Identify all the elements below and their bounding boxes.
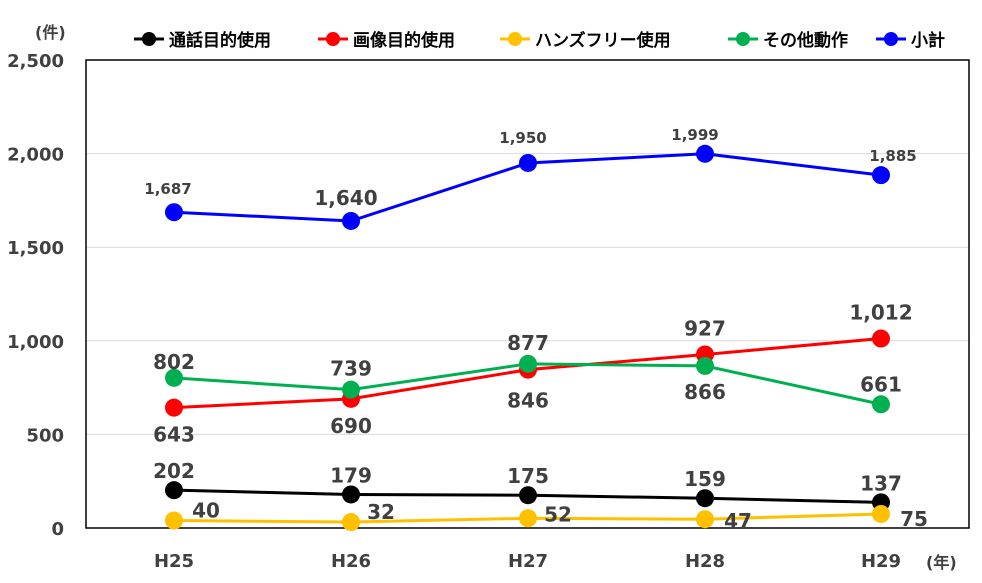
data-point [872,395,890,414]
series-4 [165,144,890,230]
y-tick-label: 2,500 [7,51,64,72]
data-label: 137 [860,471,902,495]
y-tick-label: 500 [26,425,64,446]
y-axis-tick-labels: 0 500 1,000 1,500 2,000 2,500 [7,51,64,540]
legend-item: その他動作 [728,30,848,51]
data-label: 739 [330,357,372,381]
data-label: 877 [507,331,549,355]
gridlines [86,153,969,435]
y-tick-label: 1,000 [7,332,64,353]
data-point [342,380,360,399]
legend-label: その他動作 [763,30,848,51]
data-point [342,485,360,504]
legend-marker [508,32,522,46]
data-point [696,510,714,529]
x-tick-label: H28 [685,551,725,572]
data-point [872,504,890,523]
data-point [165,511,183,530]
x-axis-tick-labels: H25 H26 H27 H28 H29 [154,551,901,572]
legend-label: 小計 [911,30,945,51]
data-label: 1,885 [869,147,916,165]
y-tick-label: 2,000 [7,145,64,166]
series-lines [165,144,890,532]
data-label: 866 [684,380,726,404]
legend-label: ハンズフリー使用 [535,30,671,51]
data-label: 159 [684,467,726,491]
series-2 [165,504,890,532]
legend-marker [884,32,898,46]
data-label: 802 [153,350,195,374]
data-point [342,513,360,532]
series-3 [165,354,890,414]
data-label: 661 [860,372,902,396]
data-label: 643 [153,423,195,447]
data-point [165,398,183,417]
data-label: 175 [507,464,549,488]
data-labels: 202 179 175 159 137 643 690 846 927 1,012 40 32 52 47… [144,126,928,533]
x-tick-label: H27 [508,551,548,572]
data-label: 202 [153,459,195,483]
legend-label: 画像目的使用 [353,30,455,51]
data-point [872,329,890,348]
data-point [342,211,360,230]
x-axis-unit-label: (年) [926,553,957,572]
legend-item: 画像目的使用 [318,30,455,51]
data-point [165,481,183,500]
x-tick-label: H26 [331,551,371,572]
data-label: 1,999 [671,126,718,144]
legend-marker [142,32,156,46]
data-label: 846 [507,389,549,413]
y-axis-unit-label: (件) [35,23,66,42]
legend-marker [326,32,340,46]
data-point [519,486,537,505]
data-point [519,354,537,373]
data-point [165,368,183,387]
data-point [165,203,183,222]
data-label: 1,950 [499,129,546,147]
x-tick-label: H25 [154,551,194,572]
y-tick-label: 1,500 [7,238,64,259]
data-label: 1,640 [314,186,377,210]
plot-area [85,59,970,529]
data-point [519,153,537,172]
data-label: 1,687 [144,180,191,198]
x-tick-label: H29 [861,551,901,572]
data-point [696,489,714,508]
y-tick-label: 0 [51,519,64,540]
legend-item: ハンズフリー使用 [500,30,671,51]
data-label: 47 [724,509,752,533]
data-label: 927 [684,316,726,340]
legend-item: 小計 [876,30,945,51]
data-point [519,509,537,528]
data-label: 1,012 [849,301,912,325]
series-0 [165,481,890,512]
legend: 通話目的使用 画像目的使用 ハンズフリー使用 その他動作 小計 [134,30,945,51]
data-point [872,166,890,185]
legend-marker [736,32,750,46]
data-point [696,144,714,163]
legend-label: 通話目的使用 [169,30,271,51]
data-point [696,356,714,375]
data-label: 75 [900,507,928,531]
data-label: 32 [367,500,395,524]
data-label: 690 [330,414,372,438]
legend-item: 通話目的使用 [134,30,271,51]
data-label: 52 [544,502,572,526]
data-label: 40 [192,499,220,523]
data-label: 179 [330,463,372,487]
